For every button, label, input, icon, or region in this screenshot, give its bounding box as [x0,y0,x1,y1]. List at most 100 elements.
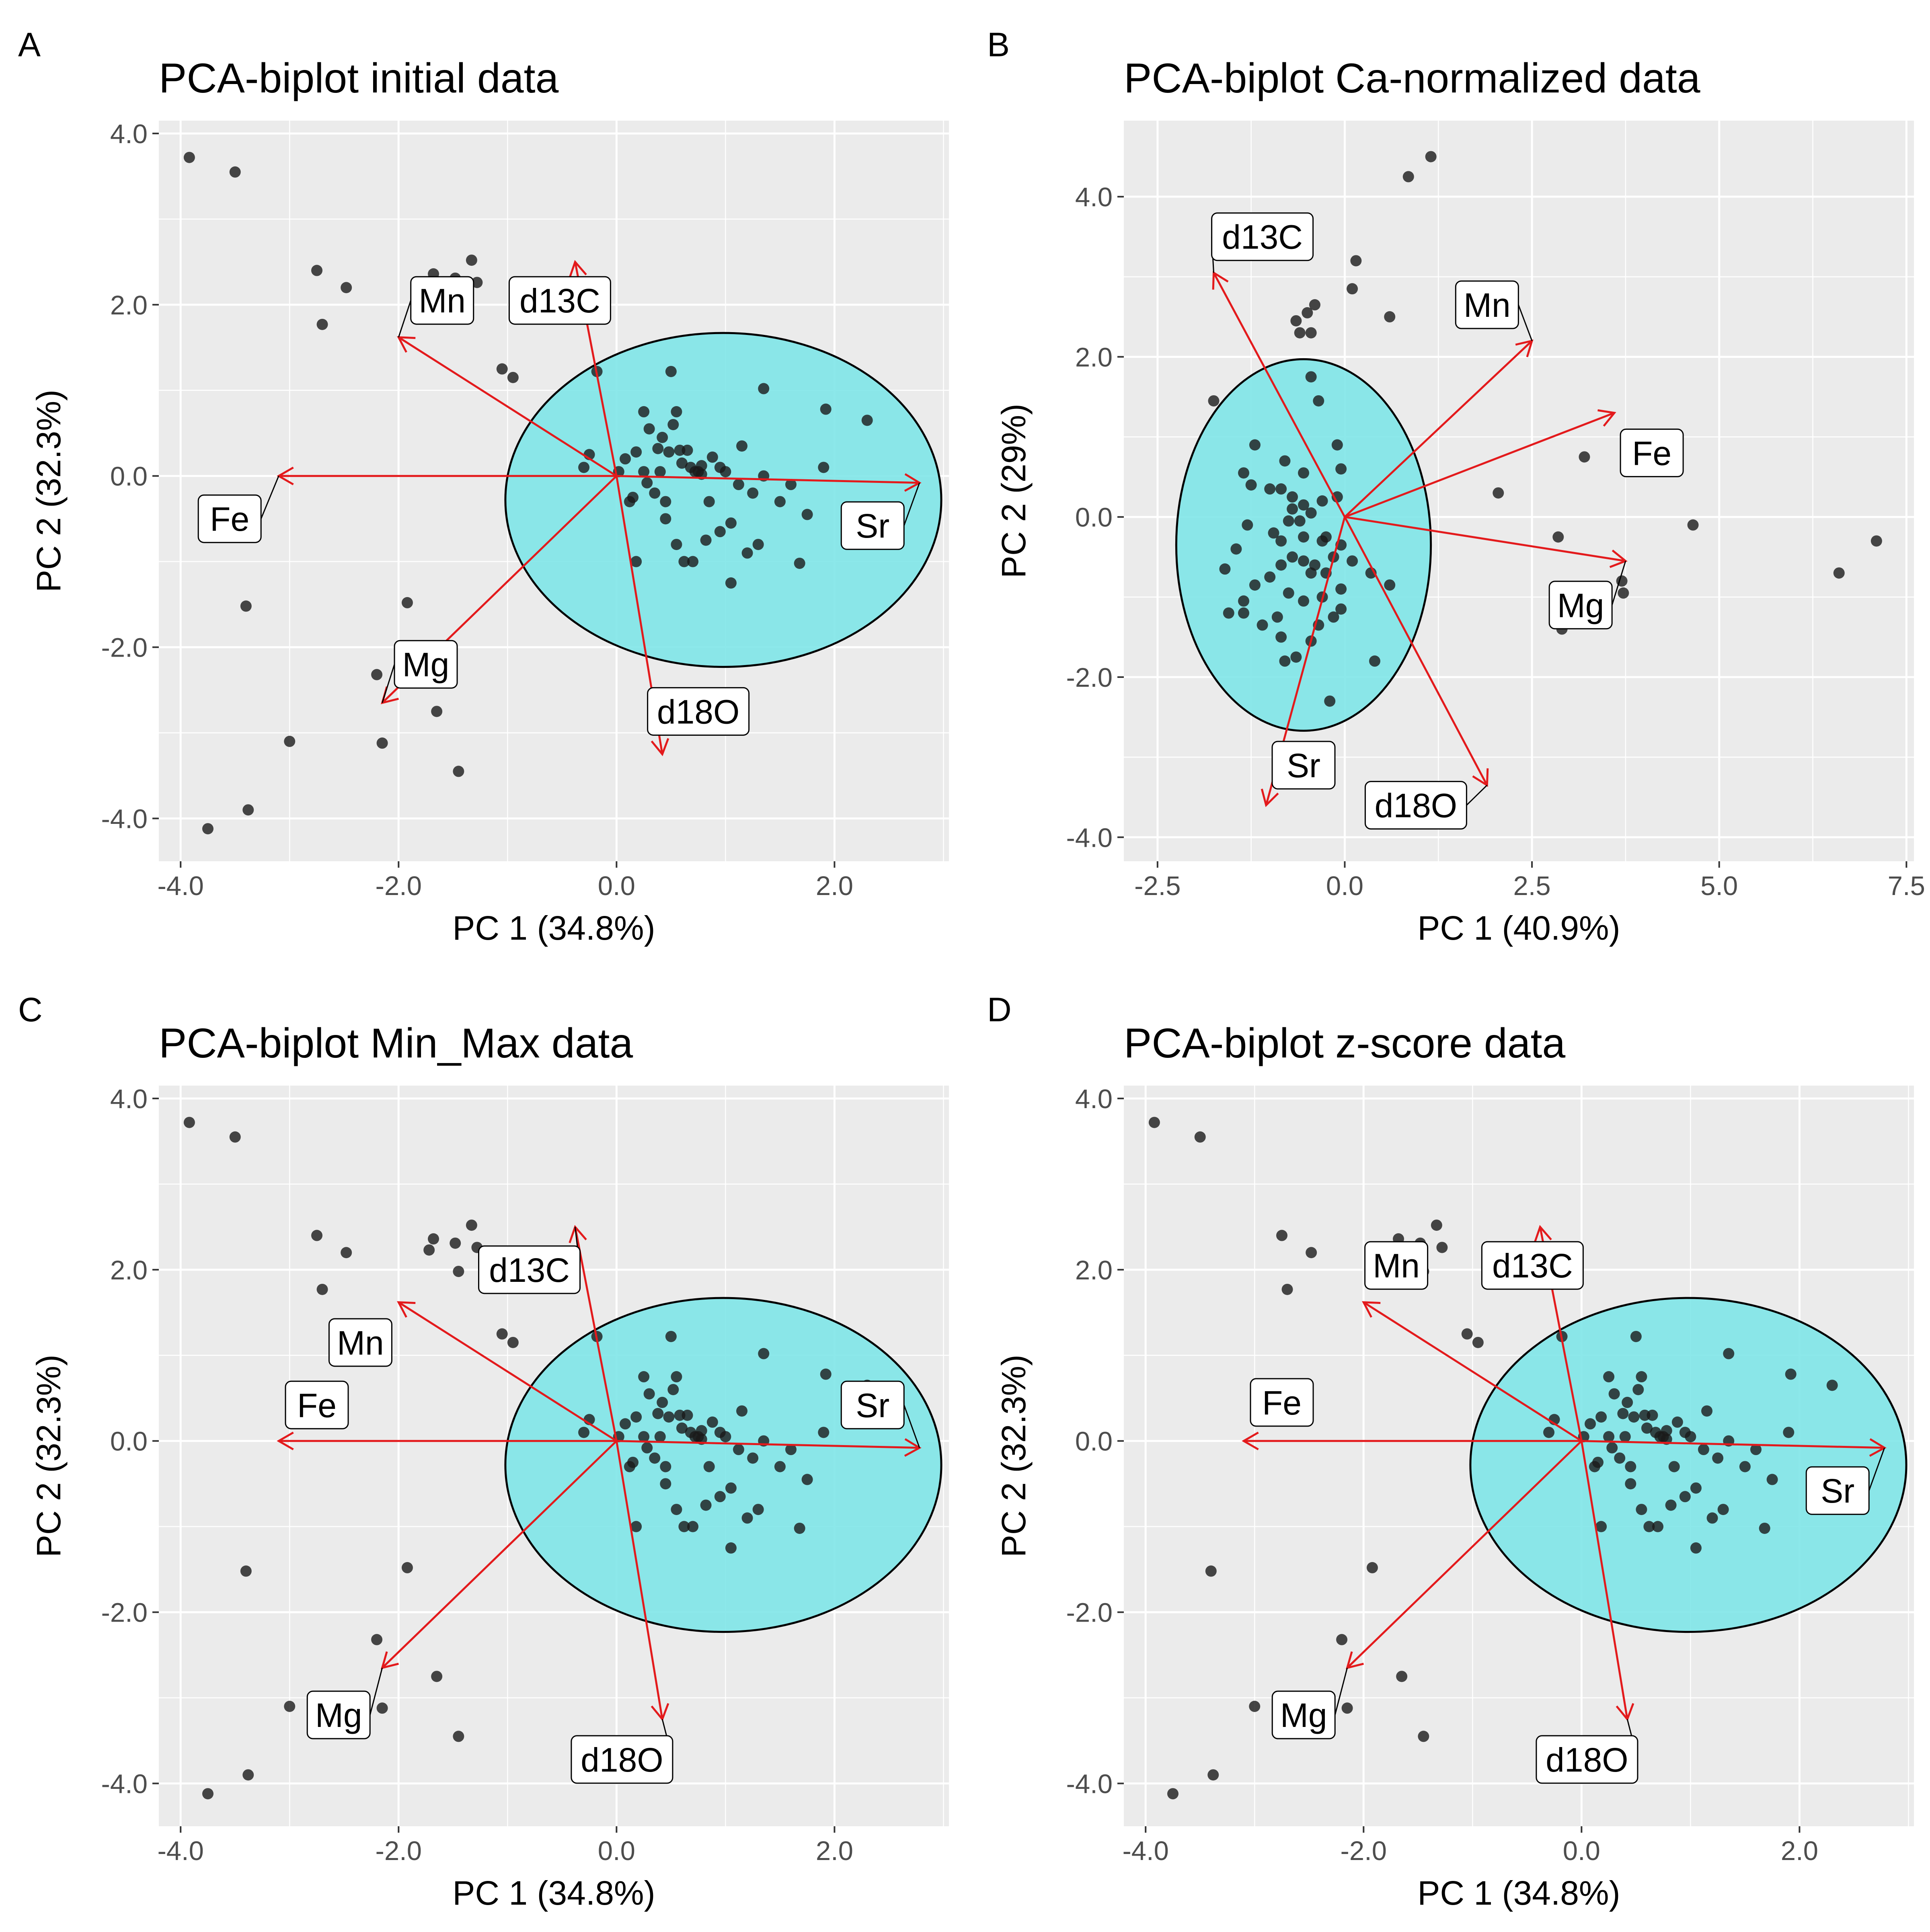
data-point [242,804,254,816]
label-text: Mn [1373,1247,1420,1285]
data-point [1275,483,1287,495]
x-tick-label: 2.0 [816,1836,853,1866]
axes: -4.0 -2.0 0.0 2.0 -4.0 -2.0 0.0 2.0 4.0 PC 1 (34.… [30,1084,853,1912]
label-text: Mg [402,646,450,684]
x-axis-title: PC 1 (40.9%) [1417,909,1620,947]
panel-title: PCA-biplot Min_Max data [159,1020,633,1067]
y-tick-label: -2.0 [101,633,148,663]
label-box [285,1380,349,1429]
data-point [453,1266,464,1277]
data-point [507,372,519,383]
label-leader [1517,304,1533,341]
data-point [643,1388,655,1400]
label-box [197,494,262,543]
confidence-ellipse [504,1297,942,1633]
data-point [1328,611,1339,623]
arrow-head [1597,409,1616,427]
data-point [676,457,688,469]
loading-label-Mg: Mg [1271,1667,1348,1739]
data-point [316,1283,328,1295]
loading-label-d18O: d18O [1364,781,1488,830]
data-point [741,1512,753,1524]
data-point [630,1521,642,1532]
data-point [725,577,737,589]
data-point [183,152,195,163]
data-point [700,1499,712,1511]
data-point [1636,1504,1647,1515]
data-point [801,1474,813,1485]
data-point [466,1220,477,1231]
label-text: Mg [1280,1696,1327,1734]
data-point [1618,587,1629,599]
arrow-shaft [574,1226,618,1441]
data-point [450,1237,461,1249]
data-point [1205,1565,1217,1577]
arrow-shaft [615,1441,663,1720]
data-point [1783,1427,1794,1438]
data-point [671,539,682,550]
data-point [820,1368,832,1380]
arrow-shaft [1345,516,1626,562]
data-point [229,166,241,178]
y-axis-title: PC 2 (32.3%) [30,390,68,592]
label-leader [260,476,279,519]
loading-label-Sr: Sr [1805,1447,1885,1515]
loading-label-Fe: Fe [1250,1378,1314,1427]
data-point [657,431,668,443]
label-box [1805,1466,1870,1515]
label-text: d13C [519,282,600,320]
data-point [665,1330,677,1342]
label-text: Fe [1262,1384,1302,1422]
data-point [794,557,805,569]
data-point [1298,555,1310,567]
data-point [1264,483,1276,495]
data-point [706,1416,718,1428]
data-point [284,1700,296,1712]
data-point [1826,1380,1838,1391]
data-point [741,547,753,559]
label-text: d13C [489,1251,570,1289]
loading-label-d13C: d13C [1481,1241,1584,1290]
data-point [1679,1491,1691,1503]
panel-tag: D [987,991,1012,1029]
data-point [671,1504,682,1515]
data-point [1238,607,1250,619]
data-point [785,1444,797,1456]
data-point [428,1233,439,1245]
arrow-shaft [1363,1301,1582,1442]
data-point [1652,1521,1664,1532]
data-point [725,1542,737,1554]
data-point [820,403,832,415]
y-tick-label: 2.0 [1075,342,1113,372]
x-tick-label: 0.0 [1563,1836,1600,1866]
data-point [1552,531,1564,543]
data-point [624,496,635,507]
x-axis-title: PC 1 (34.8%) [452,1874,655,1912]
data-point [1622,1396,1633,1408]
data-point [1668,1461,1680,1472]
loading-arrow-Fe [1344,409,1616,518]
panel-A: A PCA-biplot initial data Fe Sr Mn d13C Mg d18O… [18,26,949,947]
data-point [818,462,829,473]
data-point [1630,1330,1642,1342]
data-point [1641,1422,1653,1434]
data-point [1685,1431,1696,1443]
data-point [496,1328,508,1340]
data-point [643,423,655,435]
data-point [1208,395,1220,407]
data-point [1230,543,1242,555]
data-point [1298,467,1310,479]
data-point [703,1461,715,1472]
data-point [667,419,679,430]
data-point [1335,603,1347,615]
arrow-shaft [381,1440,618,1669]
loading-label-Mn: Mn [328,1318,392,1367]
loading-arrow-Mn [397,1301,617,1442]
x-tick-label: 2.5 [1513,871,1551,901]
label-box [1364,781,1467,830]
label-text: Sr [1821,1472,1854,1510]
arrow-shaft [1344,412,1615,518]
loading-label-Fe: Fe [1620,428,1684,477]
data-point [1302,307,1313,318]
label-leader [369,1667,383,1715]
